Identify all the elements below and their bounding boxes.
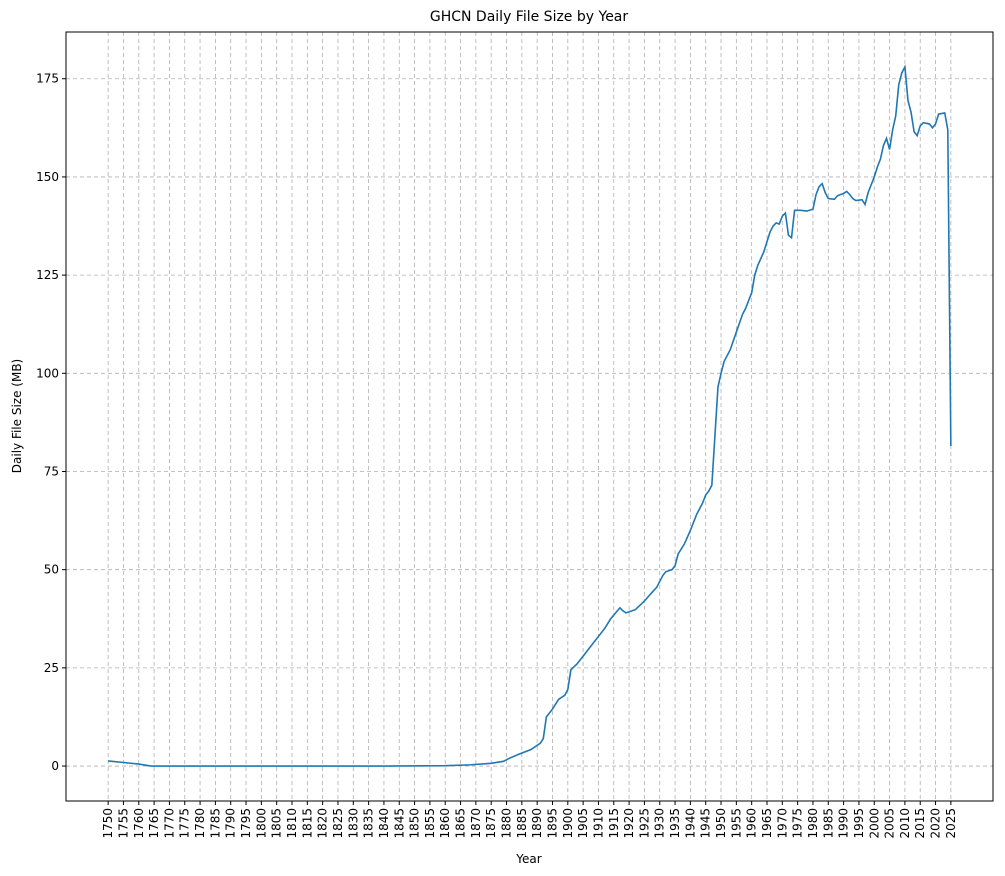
x-tick-label: 1880 bbox=[500, 808, 514, 839]
x-tick-label: 1890 bbox=[530, 808, 544, 839]
y-tick-label: 75 bbox=[44, 464, 59, 478]
x-tick-label: 2025 bbox=[944, 808, 958, 839]
x-tick-label: 1900 bbox=[561, 808, 575, 839]
x-tick-label: 1945 bbox=[699, 808, 713, 839]
x-tick-label: 1845 bbox=[392, 808, 406, 839]
x-tick-label: 1850 bbox=[408, 808, 422, 839]
x-tick-label: 1985 bbox=[821, 808, 835, 839]
x-tick-label: 1795 bbox=[239, 808, 253, 839]
x-tick-label: 1790 bbox=[224, 808, 238, 839]
x-tick-label: 1770 bbox=[162, 808, 176, 839]
data-line bbox=[108, 64, 952, 767]
x-tick-label: 1940 bbox=[683, 808, 697, 839]
x-tick-label: 1950 bbox=[714, 808, 728, 839]
x-tick-label: 1895 bbox=[545, 808, 559, 839]
x-tick-label: 1750 bbox=[101, 808, 115, 839]
x-tick-label: 1840 bbox=[377, 808, 391, 839]
x-tick-label: 1810 bbox=[285, 808, 299, 839]
x-tick-label: 1835 bbox=[362, 808, 376, 839]
x-tick-label: 1765 bbox=[147, 808, 161, 839]
x-tick-label: 1780 bbox=[193, 808, 207, 839]
y-tick-label: 175 bbox=[36, 72, 59, 86]
x-tick-label: 1805 bbox=[270, 808, 284, 839]
x-tick-label: 1755 bbox=[116, 808, 130, 839]
x-tick-label: 1830 bbox=[346, 808, 360, 839]
plot-frame bbox=[65, 31, 994, 802]
x-tick-label: 2015 bbox=[913, 808, 927, 839]
x-tick-label: 1920 bbox=[622, 808, 636, 839]
y-tick-label: 25 bbox=[44, 661, 59, 675]
x-tick-label: 1915 bbox=[607, 808, 621, 839]
x-tick-label: 1925 bbox=[637, 808, 651, 839]
x-tick-label: 1975 bbox=[791, 808, 805, 839]
x-tick-label: 1865 bbox=[454, 808, 468, 839]
x-tick-label: 1955 bbox=[729, 808, 743, 839]
x-tick-label: 1775 bbox=[178, 808, 192, 839]
y-tick-label: 50 bbox=[44, 563, 59, 577]
x-tick-label: 1960 bbox=[745, 808, 759, 839]
x-tick-label: 2010 bbox=[898, 808, 912, 839]
x-tick-label: 1970 bbox=[775, 808, 789, 839]
x-tick-label: 1800 bbox=[254, 808, 268, 839]
y-tick-label: 150 bbox=[36, 170, 59, 184]
x-tick-label: 1760 bbox=[132, 808, 146, 839]
y-axis-label: Daily File Size (MB) bbox=[10, 359, 24, 473]
x-tick-label: 1815 bbox=[300, 808, 314, 839]
y-tick-label: 0 bbox=[51, 759, 59, 773]
x-tick-label: 1820 bbox=[316, 808, 330, 839]
x-tick-label: 1855 bbox=[423, 808, 437, 839]
x-tick-label: 1995 bbox=[852, 808, 866, 839]
y-tick-label: 100 bbox=[36, 366, 59, 380]
x-tick-label: 1885 bbox=[515, 808, 529, 839]
x-tick-label: 1870 bbox=[469, 808, 483, 839]
x-tick-label: 1860 bbox=[438, 808, 452, 839]
x-tick-label: 1875 bbox=[484, 808, 498, 839]
x-tick-label: 1965 bbox=[760, 808, 774, 839]
x-tick-label: 1910 bbox=[591, 808, 605, 839]
x-tick-label: 2005 bbox=[883, 808, 897, 839]
x-tick-label: 1980 bbox=[806, 808, 820, 839]
x-tick-label: 1930 bbox=[653, 808, 667, 839]
x-tick-label: 2000 bbox=[867, 808, 881, 839]
x-tick-label: 2020 bbox=[929, 808, 943, 839]
x-tick-label: 1785 bbox=[208, 808, 222, 839]
x-tick-label: 1990 bbox=[837, 808, 851, 839]
x-axis-label: Year bbox=[515, 852, 541, 866]
chart-title: GHCN Daily File Size by Year bbox=[430, 9, 629, 25]
x-tick-label: 1825 bbox=[331, 808, 345, 839]
x-tick-label: 1935 bbox=[668, 808, 682, 839]
y-tick-label: 125 bbox=[36, 268, 59, 282]
x-tick-label: 1905 bbox=[576, 808, 590, 839]
